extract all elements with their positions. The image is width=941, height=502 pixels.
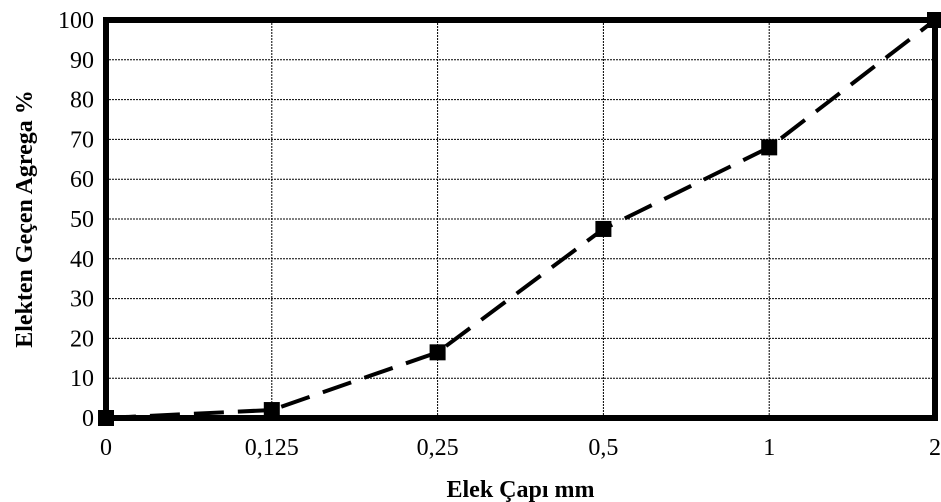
x-tick-label: 2	[929, 435, 941, 461]
y-tick-label: 90	[70, 48, 94, 74]
x-axis-ticks: 0 0,125 0,25 0,5 1 2	[100, 435, 941, 461]
x-tick-label: 0,125	[245, 435, 299, 461]
x-axis-title: Elek Çapı mm	[446, 477, 594, 502]
y-axis-title: Elekten Geçen Agrega %	[12, 90, 38, 348]
data-point-marker	[263, 402, 280, 419]
y-tick-label: 50	[70, 207, 94, 233]
data-point-marker	[98, 410, 114, 426]
series-line	[105, 18, 937, 420]
plot-frame	[103, 17, 938, 421]
y-tick-label: 100	[58, 8, 94, 34]
y-tick-label: 30	[70, 287, 94, 313]
x-tick-label: 0,5	[588, 435, 618, 461]
y-tick-label: 70	[70, 127, 94, 153]
x-tick-label: 0	[100, 435, 112, 461]
x-tick-label: 0,25	[417, 435, 459, 461]
y-tick-label: 10	[70, 366, 94, 392]
data-point-marker	[761, 139, 778, 156]
y-tick-label: 60	[70, 167, 94, 193]
y-tick-label: 80	[70, 88, 94, 114]
y-tick-label: 0	[82, 406, 94, 432]
y-tick-label: 20	[70, 326, 94, 352]
y-axis-ticks: 0 10 20 30 40 50 60 70 80 90 100	[58, 8, 94, 432]
y-tick-label: 40	[70, 247, 94, 273]
grid	[106, 20, 935, 418]
data-point-marker	[595, 220, 612, 237]
series-layer	[98, 12, 941, 426]
data-point-marker	[429, 344, 446, 361]
data-point-marker	[927, 12, 941, 28]
x-tick-label: 1	[763, 435, 775, 461]
